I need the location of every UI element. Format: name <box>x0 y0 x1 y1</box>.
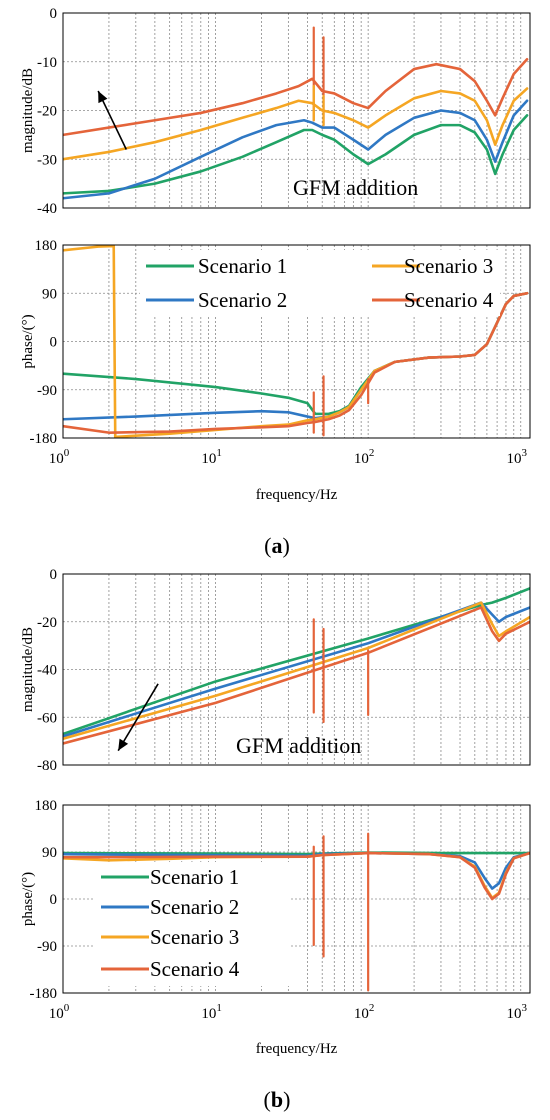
series-line-scenario-2 <box>63 99 529 200</box>
series-line-scenario-4 <box>63 606 530 745</box>
panel-a-phase: 180 90 0 -90 -180 phase/(°) 100 101 102 103 freque… <box>20 238 531 503</box>
series-line-scenario-4 <box>63 851 530 901</box>
legend-label: Scenario 4 <box>404 288 494 312</box>
y-tick-label: -20 <box>37 615 57 631</box>
annotation-text: GFM addition <box>293 175 418 200</box>
grid <box>63 13 530 208</box>
y-tick-label: 0 <box>50 892 58 908</box>
legend-background <box>95 862 291 986</box>
y-tick-label: -30 <box>37 152 57 168</box>
y-tick-label: -80 <box>37 758 57 774</box>
y-tick-label: -60 <box>37 710 57 726</box>
x-tick-label: 101 <box>201 1002 222 1022</box>
series-line-scenario-2 <box>63 601 530 738</box>
y-tick-label: -180 <box>30 986 58 1002</box>
annotation-arrowhead <box>118 738 129 751</box>
series-line-scenario-4 <box>63 58 529 137</box>
legend-label: Scenario 1 <box>150 865 239 889</box>
y-tick-label: 0 <box>50 6 58 22</box>
y-axis-label: phase/(°) <box>20 872 36 926</box>
y-tick-label: -10 <box>37 55 57 71</box>
series-group <box>63 587 530 745</box>
y-tick-label: 0 <box>50 567 58 583</box>
y-tick-label: 90 <box>42 286 57 302</box>
legend-label: Scenario 2 <box>150 895 239 919</box>
series-group <box>63 26 529 200</box>
x-tick-label: 100 <box>49 1002 70 1022</box>
y-tick-label: -20 <box>37 104 57 120</box>
series-group <box>63 832 530 992</box>
series-line-scenario-3 <box>63 601 530 741</box>
series-line-scenario-3 <box>63 87 529 161</box>
legend-label: Scenario 2 <box>198 288 287 312</box>
legend-label: Scenario 3 <box>404 254 493 278</box>
y-tick-label: 0 <box>50 335 58 351</box>
x-tick-label: 101 <box>201 447 222 467</box>
annotation-arrow <box>117 683 159 752</box>
series-line-scenario-4 <box>63 291 529 434</box>
y-axis-label: magnitude/dB <box>20 627 36 712</box>
y-tick-label: 90 <box>42 845 57 861</box>
x-axis-label: frequency/Hz <box>256 1041 338 1057</box>
legend-background <box>140 250 500 316</box>
x-tick-label: 103 <box>506 1002 527 1022</box>
series-group <box>63 245 529 438</box>
axes-frame <box>62 804 531 994</box>
y-axis-label: phase/(°) <box>20 314 36 368</box>
y-axis-label: magnitude/dB <box>20 68 36 153</box>
panel-b-phase: 180 90 0 -90 -180 phase/(°) 100 101 102 103 freque… <box>20 798 531 1057</box>
panel-a-magnitude: 0 -10 -20 -30 -40 magnitude/dB GFM addition <box>20 6 531 217</box>
y-tick-label: -90 <box>37 383 57 399</box>
legend-label: Scenario 4 <box>150 957 240 981</box>
x-tick-label: 103 <box>506 447 527 467</box>
x-axis-label: frequency/Hz <box>256 487 338 503</box>
y-tick-label: 180 <box>35 798 58 814</box>
y-tick-label: -180 <box>30 431 58 447</box>
x-tick-label: 102 <box>354 1002 375 1022</box>
subfigure-label-a: (a) <box>264 533 290 558</box>
y-tick-label: -40 <box>37 201 57 217</box>
legend-label: Scenario 3 <box>150 925 239 949</box>
legend-label: Scenario 1 <box>198 254 287 278</box>
panel-b-magnitude: 0 -20 -40 -60 -80 magnitude/dB GFM addition <box>20 567 531 774</box>
subfigure-label-b: (b) <box>264 1087 291 1112</box>
annotation-arrowhead <box>98 91 108 104</box>
series-line-scenario-1 <box>63 114 529 195</box>
x-tick-label: 102 <box>354 447 375 467</box>
y-tick-label: -90 <box>37 939 57 955</box>
annotation-text: GFM addition <box>236 733 361 758</box>
axes-frame <box>62 573 531 766</box>
y-tick-label: -40 <box>37 663 57 679</box>
legend: Scenario 1 Scenario 3 Scenario 2 Scenario 4 <box>140 250 500 316</box>
axes-frame <box>62 244 531 439</box>
axes-frame <box>62 12 531 209</box>
y-tick-label: 180 <box>35 238 58 254</box>
x-tick-label: 100 <box>49 447 70 467</box>
legend: Scenario 1 Scenario 2 Scenario 3 Scenario 4 <box>95 862 291 986</box>
